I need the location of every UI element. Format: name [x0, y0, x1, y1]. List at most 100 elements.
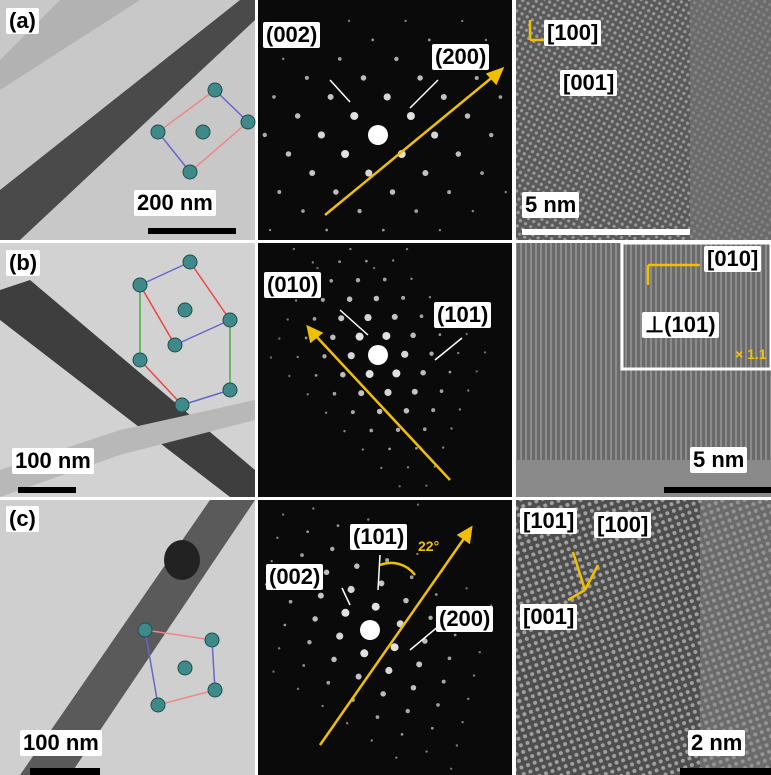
decor	[454, 634, 457, 637]
decor	[295, 113, 301, 119]
decor	[390, 189, 396, 195]
decor	[276, 537, 278, 539]
decor	[398, 485, 400, 487]
decor	[223, 383, 237, 397]
decor	[465, 333, 467, 335]
decor	[348, 20, 350, 22]
decor	[475, 76, 479, 80]
plane-label: ⊥(101)	[642, 312, 719, 338]
decor	[286, 151, 292, 157]
decor	[306, 530, 309, 533]
decor	[473, 674, 475, 676]
decor	[293, 248, 295, 250]
decor	[208, 683, 222, 697]
decor	[377, 409, 383, 415]
decor	[348, 586, 355, 593]
decor	[277, 190, 281, 194]
decor	[442, 680, 446, 684]
decor	[178, 303, 192, 317]
figure-graphics	[0, 0, 771, 775]
decor	[422, 170, 428, 176]
decor	[322, 354, 326, 358]
decor	[330, 335, 336, 341]
decor	[479, 651, 481, 653]
decor	[297, 356, 299, 358]
decor	[461, 20, 463, 22]
decor	[223, 313, 237, 327]
decor	[395, 756, 397, 758]
decor	[392, 369, 400, 377]
decor	[360, 649, 368, 657]
decor	[183, 165, 197, 179]
decor	[367, 518, 369, 520]
decor	[410, 278, 412, 280]
decor	[336, 633, 343, 640]
decor	[316, 267, 318, 269]
decor	[403, 598, 409, 604]
spot-label: (002)	[266, 564, 323, 590]
decor	[401, 296, 405, 300]
decor	[282, 58, 284, 60]
decor	[178, 661, 192, 675]
decor	[338, 57, 342, 61]
decor	[360, 620, 380, 640]
decor	[300, 553, 304, 557]
decor	[270, 356, 272, 358]
decor	[356, 278, 360, 282]
decor	[328, 94, 334, 100]
decor	[385, 667, 392, 674]
decor	[368, 125, 388, 145]
decor	[324, 570, 330, 576]
decor	[394, 57, 398, 61]
decor	[183, 255, 197, 269]
spot-label: (010)	[264, 272, 321, 298]
decor	[447, 190, 451, 194]
decor	[309, 170, 315, 176]
decor	[351, 410, 355, 414]
decor	[392, 259, 394, 261]
decor	[343, 430, 345, 432]
decor	[420, 314, 424, 318]
decor	[448, 656, 452, 660]
decor	[356, 674, 362, 680]
decor	[361, 75, 367, 81]
decor	[151, 698, 165, 712]
decor	[485, 39, 487, 41]
panel-label: (c)	[6, 506, 39, 532]
decor	[272, 95, 276, 99]
decor	[442, 446, 444, 448]
decor	[338, 260, 341, 263]
direction-label: [001]	[520, 604, 577, 630]
figure: (a) 200 nm (002) (200) [100] [001] 5 nm …	[0, 0, 771, 775]
decor	[241, 115, 255, 129]
decor	[407, 466, 409, 468]
spot-label: (101)	[434, 302, 491, 328]
decor	[269, 229, 271, 231]
decor	[313, 317, 317, 321]
scale-label: 2 nm	[688, 730, 745, 756]
decor	[307, 640, 311, 644]
decor	[208, 83, 222, 97]
spot-label: (101)	[350, 524, 407, 550]
decor	[312, 507, 314, 509]
decor	[384, 389, 391, 396]
decor	[295, 299, 297, 301]
decor	[383, 278, 387, 282]
decor	[305, 337, 308, 340]
decor	[325, 229, 328, 232]
decor	[346, 722, 348, 724]
decor	[425, 484, 427, 486]
decor	[205, 633, 219, 647]
decor	[380, 467, 382, 469]
decor	[457, 352, 459, 354]
decor	[429, 296, 431, 298]
decor	[435, 593, 438, 596]
decor	[278, 647, 280, 649]
decor	[330, 547, 334, 551]
decor	[371, 39, 374, 42]
decor	[382, 229, 385, 232]
magnification: × 1.1	[735, 346, 767, 362]
decor	[428, 616, 432, 620]
decor	[329, 279, 333, 283]
spot-label: (200)	[436, 606, 493, 632]
